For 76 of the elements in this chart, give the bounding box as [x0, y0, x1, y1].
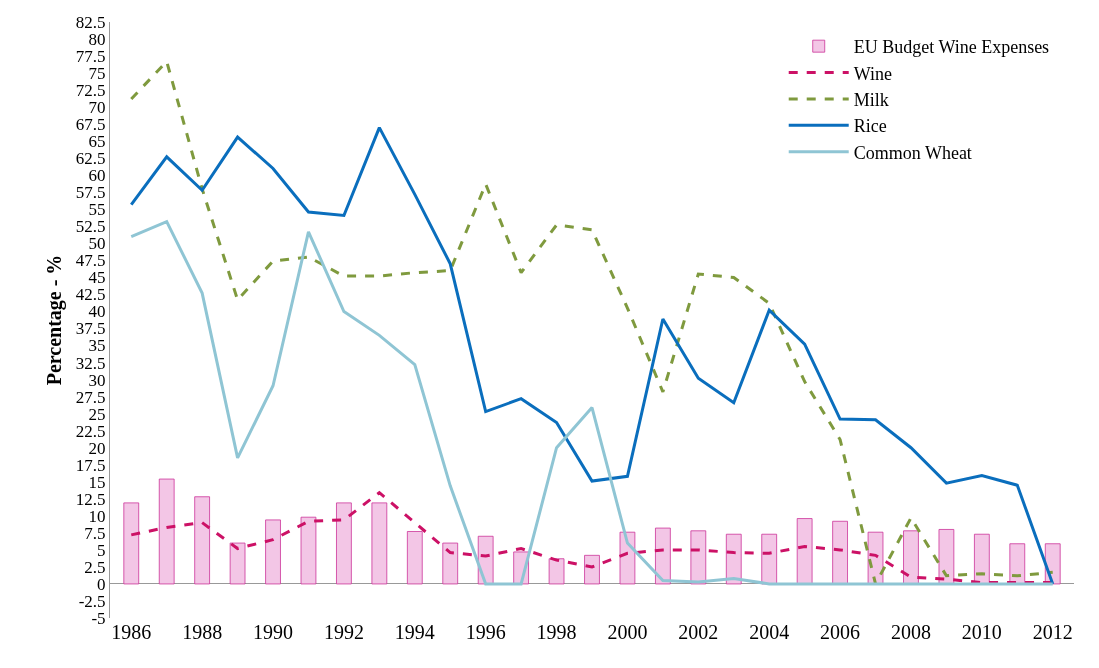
bar	[690, 530, 707, 585]
x-tick-label: 2000	[607, 621, 648, 643]
y-tick-label: 10	[88, 506, 106, 526]
y-tick-label: 37.5	[75, 319, 106, 339]
legend-label: EU Budget Wine Expenses	[853, 37, 1050, 58]
bar	[336, 502, 352, 585]
x-tick-label: 1994	[394, 621, 435, 643]
bar	[123, 502, 140, 585]
x-tick-label: 2012	[1032, 621, 1073, 643]
bar	[548, 558, 565, 585]
y-tick-label: 12.5	[75, 489, 106, 509]
bar	[938, 529, 955, 585]
line-series	[129, 220, 1055, 586]
x-tick-label: 2006	[820, 621, 861, 643]
y-tick-label: 0	[97, 574, 106, 594]
y-tick-label: 70	[88, 98, 106, 118]
y-tick-label: 47.5	[75, 251, 106, 271]
y-tick-label: 77.5	[75, 47, 106, 67]
bar	[442, 542, 459, 585]
bar	[584, 554, 600, 585]
bar	[832, 520, 848, 585]
y-tick-label: 30	[88, 370, 106, 390]
y-tick-label: 80	[88, 29, 106, 49]
y-tick-label: 45	[88, 268, 106, 288]
bar	[796, 518, 813, 585]
y-tick-label: 20	[88, 438, 106, 458]
x-tick-label: 1986	[111, 621, 152, 643]
bar	[265, 519, 281, 585]
y-tick-label: 7.5	[84, 523, 106, 543]
y-tick-label: 2.5	[84, 557, 106, 577]
x-tick-label: 2010	[961, 621, 1002, 643]
legend-label: Milk	[853, 89, 889, 110]
y-tick-label: 32.5	[75, 353, 106, 373]
y-tick-label: 55	[88, 200, 106, 220]
bar	[194, 496, 210, 585]
x-tick-label: 1990	[253, 621, 294, 643]
x-tick-label: 1998	[536, 621, 577, 643]
bar	[974, 533, 990, 585]
y-tick-label: 25	[88, 404, 106, 424]
y-tick-label: 60	[88, 166, 106, 186]
y-tick-label: 40	[88, 302, 106, 322]
bar	[903, 530, 919, 585]
legend-label: Rice	[853, 116, 887, 137]
y-tick-label: -2.5	[78, 591, 106, 611]
y-tick-label: 15	[88, 472, 106, 492]
y-tick-label: 57.5	[75, 183, 106, 203]
y-tick-label: 82.5	[75, 12, 106, 32]
y-tick-label: 65	[88, 132, 106, 152]
y-tick-label: 35	[88, 336, 106, 356]
y-tick-label: -5	[91, 608, 106, 628]
x-tick-label: 2004	[749, 621, 790, 643]
legend-label: Common Wheat	[853, 142, 972, 163]
y-tick-label: 62.5	[75, 149, 106, 169]
y-tick-label: 67.5	[75, 115, 106, 135]
y-tick-label: 17.5	[75, 455, 106, 475]
x-tick-label: 1996	[465, 621, 506, 643]
x-tick-label: 2008	[890, 621, 931, 643]
bar	[158, 478, 175, 585]
y-tick-label: 72.5	[75, 81, 106, 101]
bar	[761, 533, 778, 585]
x-tick-label: 1992	[323, 621, 364, 643]
bar	[300, 516, 317, 585]
y-tick-label: 52.5	[75, 217, 106, 237]
legend-label: Wine	[853, 63, 892, 84]
bar	[371, 502, 388, 585]
bar	[229, 542, 246, 585]
x-tick-label: 2002	[678, 621, 719, 643]
x-tick-label: 1988	[182, 621, 223, 643]
bar	[406, 531, 423, 585]
y-tick-label: 22.5	[75, 421, 106, 441]
y-tick-label: 42.5	[75, 285, 106, 305]
y-axis-title: Percentage - %	[43, 254, 67, 386]
y-tick-label: 75	[88, 64, 106, 84]
y-tick-label: 27.5	[75, 387, 106, 407]
y-tick-label: 5	[97, 540, 106, 560]
y-tick-label: 50	[88, 234, 106, 254]
